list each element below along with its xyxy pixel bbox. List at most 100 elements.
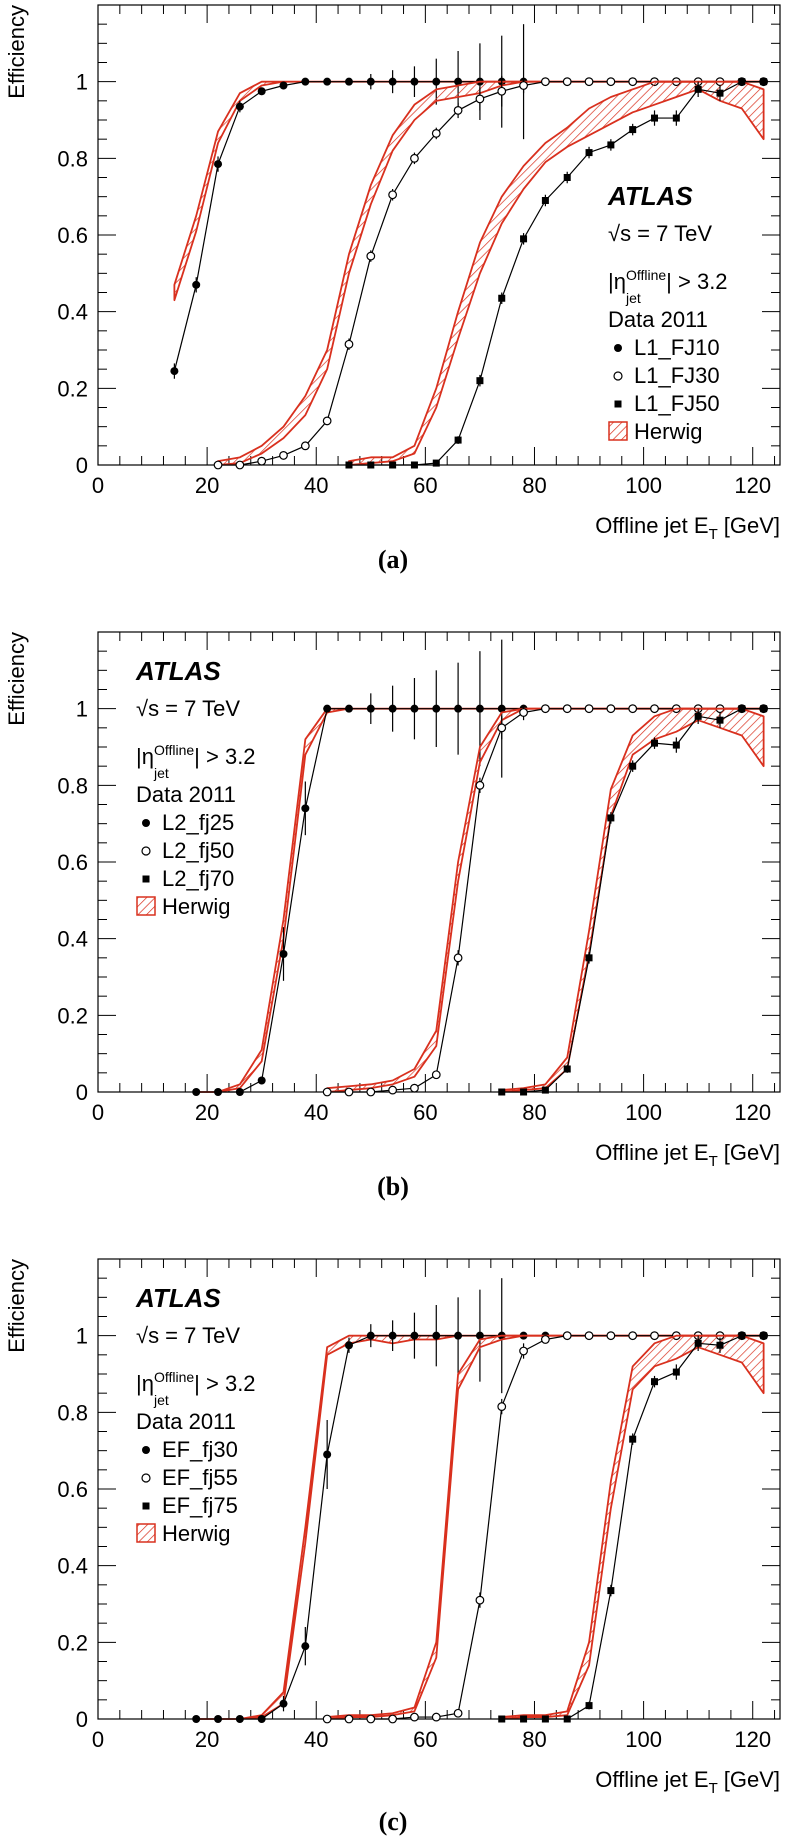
data-point <box>562 1331 572 1341</box>
data-point <box>519 81 528 90</box>
data-point <box>344 77 353 86</box>
data-point <box>235 1088 244 1096</box>
data-point <box>694 1339 702 1347</box>
data-point <box>410 704 419 713</box>
data-point <box>366 1714 376 1724</box>
data-point <box>257 87 266 96</box>
data-point <box>214 1715 223 1723</box>
legend-marker-filled-circle <box>142 819 150 827</box>
data-point <box>520 235 528 243</box>
y-tick-label: 0.4 <box>57 1554 88 1579</box>
data-point <box>629 762 637 770</box>
y-tick-label: 0 <box>76 1707 88 1732</box>
y-tick-label: 0.2 <box>57 376 88 401</box>
data-line <box>327 1335 764 1720</box>
y-tick-label: 1 <box>76 1324 88 1349</box>
x-tick-label: 60 <box>413 473 437 498</box>
data-point <box>585 149 593 157</box>
x-axis-label-main: Offline jet E <box>595 513 708 538</box>
mc-band <box>195 1334 765 1720</box>
x-tick-label: 120 <box>734 473 771 498</box>
data-point <box>498 1088 506 1096</box>
eta-sub: jet <box>625 290 641 306</box>
legend-entry-label: L1_FJ30 <box>634 363 720 388</box>
legend-marker-herwig <box>608 421 628 441</box>
data-point <box>541 197 549 204</box>
data-point <box>738 705 746 713</box>
data-point <box>410 461 418 469</box>
x-tick-label: 0 <box>92 473 104 498</box>
data-point <box>476 377 484 385</box>
data-point <box>453 1708 463 1718</box>
y-tick-label: 0.2 <box>57 1003 88 1028</box>
y-axis-label: Efficiency <box>4 632 29 726</box>
y-tick-label: 0.8 <box>57 1400 88 1425</box>
legend-entry-label: EF_fj75 <box>162 1493 238 1518</box>
legend-marker-square <box>614 400 622 408</box>
y-tick-label: 1 <box>76 70 88 95</box>
x-tick-label: 20 <box>195 1100 219 1125</box>
panel-caption: (c) <box>379 1807 408 1836</box>
data-point <box>584 77 594 87</box>
data-point <box>389 461 397 469</box>
data-point <box>453 953 463 963</box>
chart-panel-c: 0 20 40 60 80 100 120 0 0.2 0.4 0.6 0.8 1 Efficiency O… <box>4 1258 781 1836</box>
energy-label: √s = 7 TeV <box>136 696 240 721</box>
data-point <box>454 77 463 86</box>
series-L2_fj50 <box>322 704 769 1097</box>
y-tick-label: 0 <box>76 1080 88 1105</box>
data-point <box>323 704 332 713</box>
data-point <box>606 77 616 87</box>
x-axis-label-unit: [GeV] <box>724 513 780 538</box>
data-point <box>322 416 332 426</box>
data-point <box>672 114 680 122</box>
data-point <box>410 153 419 163</box>
data-point <box>257 456 267 466</box>
data-point <box>432 1331 441 1340</box>
atlas-label: ATLAS <box>607 181 693 211</box>
data-point <box>716 1341 724 1349</box>
legend-entry-label: EF_fj55 <box>162 1465 238 1490</box>
data-point <box>279 451 288 460</box>
data-point <box>584 704 594 714</box>
data-point <box>323 1450 332 1459</box>
data-point <box>322 1714 332 1724</box>
y-tick-label: 0.8 <box>57 773 88 798</box>
data-point <box>279 81 288 90</box>
data-point <box>651 739 659 747</box>
series-L2_fj70 <box>498 705 768 1096</box>
eta-post: | > 3.2 <box>194 1371 255 1396</box>
data-point <box>345 461 353 469</box>
data-point <box>432 459 440 467</box>
data-point <box>322 1087 332 1097</box>
data-point <box>738 1332 746 1340</box>
data-point <box>520 1715 528 1723</box>
data-point <box>520 1088 528 1096</box>
atlas-label: ATLAS <box>135 656 221 686</box>
data-point <box>629 126 637 134</box>
x-tick-label: 100 <box>625 473 662 498</box>
data-point <box>607 1587 615 1595</box>
eta-pre: |η <box>136 744 154 769</box>
legend-marker-herwig <box>136 1523 156 1543</box>
legend-entry-label: L2_fj70 <box>162 866 234 891</box>
x-tick-label: 80 <box>522 1727 546 1752</box>
data-point <box>344 339 354 349</box>
eta-post: | > 3.2 <box>194 744 255 769</box>
y-tick-label: 0 <box>76 453 88 478</box>
x-tick-label: 60 <box>413 1727 437 1752</box>
x-axis-label: Offline jet ET [GeV] <box>595 513 780 543</box>
data-point <box>540 1335 550 1344</box>
data-point <box>716 89 724 97</box>
data-point <box>192 1088 201 1096</box>
data-point <box>301 804 310 813</box>
x-tick-label: 100 <box>625 1100 662 1125</box>
x-axis-label-unit: [GeV] <box>724 1140 780 1165</box>
eta-pre: |η <box>608 269 626 294</box>
data-point <box>497 1402 507 1411</box>
data-point <box>606 704 616 714</box>
y-tick-label: 0.8 <box>57 146 88 171</box>
data-point <box>410 1331 419 1340</box>
data-point <box>738 78 746 86</box>
